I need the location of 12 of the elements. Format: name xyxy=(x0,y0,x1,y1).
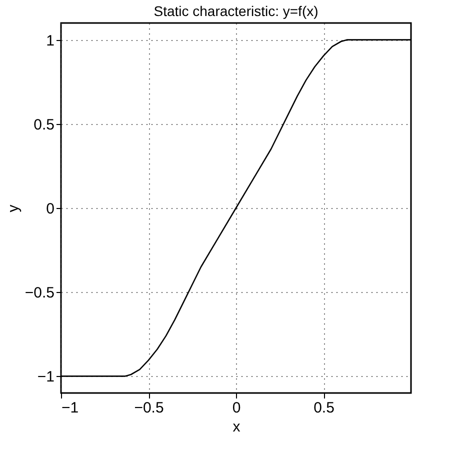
chart-title: Static characteristic: y=f(x) xyxy=(154,3,318,19)
y-tick-label: −1 xyxy=(37,368,54,386)
y-tick-label: 1 xyxy=(46,32,54,50)
x-tick-label: −1 xyxy=(62,400,79,416)
y-tick-label: 0.5 xyxy=(34,116,54,134)
y-tick-label: −0.5 xyxy=(24,284,54,302)
x-tick-label: −0.5 xyxy=(134,400,164,416)
x-axis-title: x xyxy=(232,418,241,436)
y-axis-title: y xyxy=(4,204,22,212)
x-tick-label: 0 xyxy=(232,400,241,416)
y-tick-label: 0 xyxy=(46,200,54,218)
x-tick-label: 0.5 xyxy=(314,400,334,416)
